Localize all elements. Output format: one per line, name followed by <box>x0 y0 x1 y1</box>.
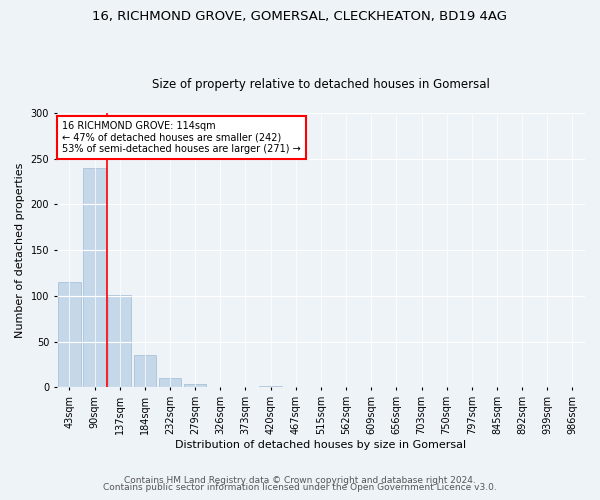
Bar <box>436 386 458 388</box>
Bar <box>536 386 559 388</box>
Bar <box>158 378 181 388</box>
Bar <box>83 168 106 388</box>
Bar <box>109 295 131 388</box>
Bar <box>360 386 383 388</box>
Bar <box>184 384 206 388</box>
Text: 16, RICHMOND GROVE, GOMERSAL, CLECKHEATON, BD19 4AG: 16, RICHMOND GROVE, GOMERSAL, CLECKHEATO… <box>92 10 508 23</box>
Bar <box>209 386 232 388</box>
Text: Contains public sector information licensed under the Open Government Licence v3: Contains public sector information licen… <box>103 484 497 492</box>
Text: 16 RICHMOND GROVE: 114sqm
← 47% of detached houses are smaller (242)
53% of semi: 16 RICHMOND GROVE: 114sqm ← 47% of detac… <box>62 121 301 154</box>
Bar <box>259 386 282 388</box>
Bar <box>134 356 156 388</box>
Y-axis label: Number of detached properties: Number of detached properties <box>15 162 25 338</box>
Text: Contains HM Land Registry data © Crown copyright and database right 2024.: Contains HM Land Registry data © Crown c… <box>124 476 476 485</box>
X-axis label: Distribution of detached houses by size in Gomersal: Distribution of detached houses by size … <box>175 440 466 450</box>
Bar <box>58 282 81 388</box>
Title: Size of property relative to detached houses in Gomersal: Size of property relative to detached ho… <box>152 78 490 91</box>
